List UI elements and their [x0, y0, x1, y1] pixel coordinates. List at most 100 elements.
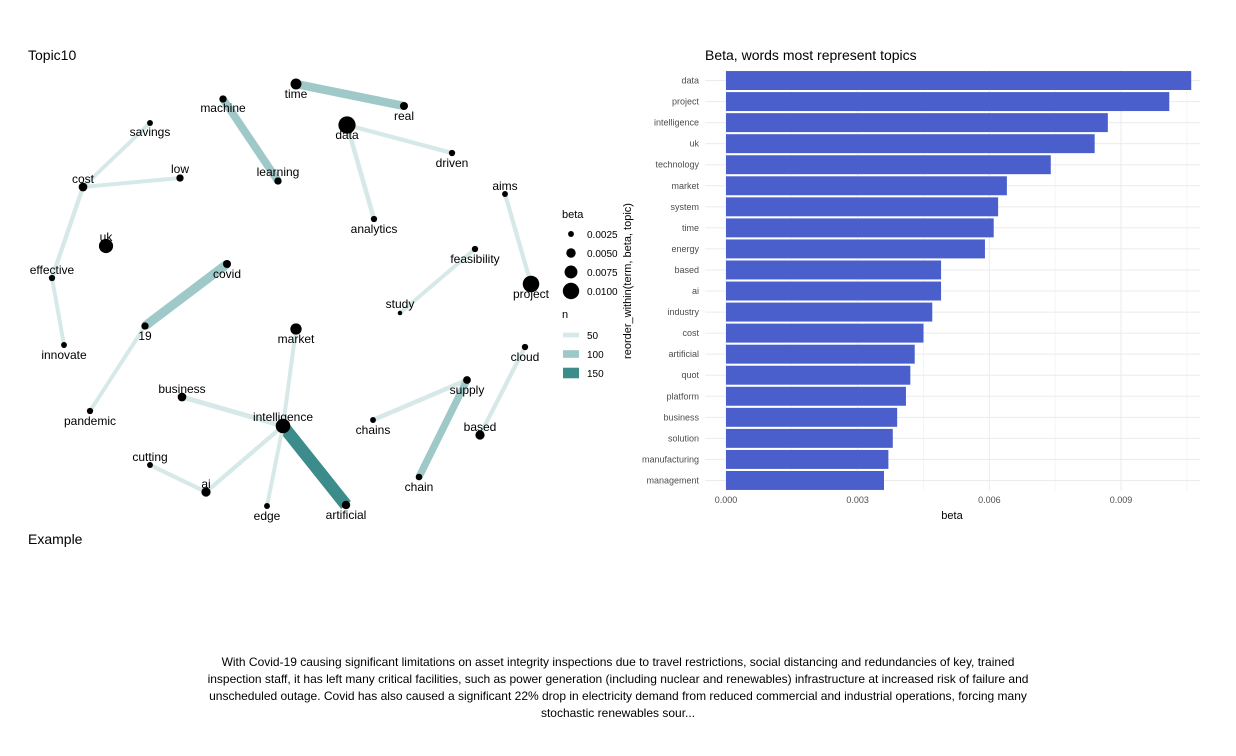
node-label-real: real — [394, 109, 414, 123]
bar-time — [726, 218, 994, 238]
node-cost — [78, 182, 88, 192]
edge-cost-low — [82, 176, 181, 189]
legend-beta-key — [568, 231, 574, 237]
y-tick-label-quot: quot — [681, 370, 699, 380]
legend-n-label: 100 — [587, 350, 604, 361]
node-innovate — [61, 342, 67, 348]
node-intelligence — [275, 418, 291, 434]
example-text: With Covid-19 causing significant limita… — [207, 655, 1029, 720]
node-label-supply: supply — [450, 383, 485, 397]
y-tick-label-uk: uk — [689, 139, 699, 149]
bar-market — [726, 176, 1007, 196]
edge-cutting-ai — [149, 463, 207, 494]
edge-supply-chain — [415, 378, 471, 479]
node-aims — [502, 191, 508, 197]
node-label-machine: machine — [200, 101, 246, 115]
node-real — [400, 102, 408, 110]
node-label-data: data — [335, 128, 359, 142]
node-label-artificial: artificial — [326, 508, 367, 522]
node-label-project: project — [513, 287, 550, 301]
bar-cost — [726, 323, 924, 343]
node-label-study: study — [386, 297, 415, 311]
legend-beta-key — [566, 248, 576, 258]
legend-beta-label: 0.0100 — [587, 287, 618, 298]
node-label-chain: chain — [405, 480, 434, 494]
node-label-intelligence: intelligence — [253, 410, 313, 424]
node-effective — [48, 274, 56, 282]
network-title: Topic10 — [28, 47, 77, 63]
x-tick-label: 0.006 — [978, 495, 1001, 505]
bar-chart-title: Beta, words most represent topics — [705, 47, 917, 63]
node-analytics — [370, 215, 378, 223]
node-edge — [264, 503, 270, 509]
bar-technology — [726, 155, 1051, 175]
y-tick-label-data: data — [681, 76, 699, 86]
y-axis-label: reorder_within(term, beta, topic) — [622, 203, 634, 359]
node-label-time: time — [285, 87, 308, 101]
node-savings — [147, 120, 153, 126]
edge-intelligence-ai — [204, 424, 285, 494]
node-label-cost: cost — [72, 172, 95, 186]
edge-aims-project — [502, 193, 534, 285]
y-tick-label-technology: technology — [655, 160, 699, 170]
node-label-effective: effective — [30, 263, 75, 277]
bar-system — [726, 197, 999, 217]
bar-uk — [726, 134, 1095, 154]
bar-management — [726, 471, 884, 490]
node-cloud — [521, 343, 529, 351]
edge-time-real — [295, 79, 405, 111]
example-label: Example — [28, 531, 83, 547]
x-tick-label: 0.009 — [1110, 495, 1133, 505]
node-pandemic — [86, 407, 94, 415]
node-feasibility — [471, 245, 479, 253]
node-project — [522, 275, 540, 293]
node-label-analytics: analytics — [351, 222, 398, 236]
node-business — [177, 392, 187, 402]
node-label-cloud: cloud — [511, 350, 540, 364]
node-machine — [219, 95, 227, 103]
edge-19-pandemic — [88, 324, 147, 413]
y-tick-label-intelligence: intelligence — [654, 118, 699, 128]
y-tick-label-industry: industry — [667, 307, 699, 317]
node-label-driven: driven — [436, 156, 469, 170]
y-tick-label-system: system — [670, 202, 699, 212]
node-label-ai: ai — [201, 477, 210, 491]
node-low — [176, 174, 184, 182]
edge-data-driven — [346, 122, 453, 156]
node-label-19: 19 — [138, 329, 152, 343]
node-label-covid: covid — [213, 267, 241, 281]
edge-data-analytics — [344, 124, 377, 220]
node-artificial — [341, 500, 351, 510]
node-learning — [274, 177, 282, 185]
node-label-business: business — [158, 382, 205, 396]
bar-quot — [726, 365, 911, 385]
node-label-savings: savings — [130, 125, 171, 139]
node-label-innovate: innovate — [41, 348, 87, 362]
edge-machine-learning — [219, 96, 282, 184]
x-axis-label: beta — [941, 510, 963, 522]
edge-intelligence-artificial — [278, 422, 351, 509]
node-cutting — [147, 462, 153, 468]
node-supply — [463, 376, 471, 384]
node-uk — [98, 238, 114, 254]
node-study — [397, 310, 403, 316]
node-ai — [201, 487, 211, 497]
edge-savings-cost — [81, 121, 152, 189]
node-label-low: low — [171, 162, 189, 176]
bar-industry — [726, 302, 933, 322]
y-tick-label-project: project — [672, 97, 700, 107]
bar-manufacturing — [726, 449, 889, 469]
bar-project — [726, 92, 1170, 112]
y-tick-label-ai: ai — [692, 286, 699, 296]
node-19 — [141, 322, 149, 330]
bar-data — [726, 71, 1192, 90]
node-label-feasibility: feasibility — [450, 252, 499, 266]
legend-n-label: 50 — [587, 331, 599, 342]
y-tick-label-based: based — [674, 265, 699, 275]
node-label-cutting: cutting — [132, 450, 167, 464]
edge-supply-chains — [372, 377, 468, 423]
legend-beta-label: 0.0075 — [587, 268, 618, 279]
